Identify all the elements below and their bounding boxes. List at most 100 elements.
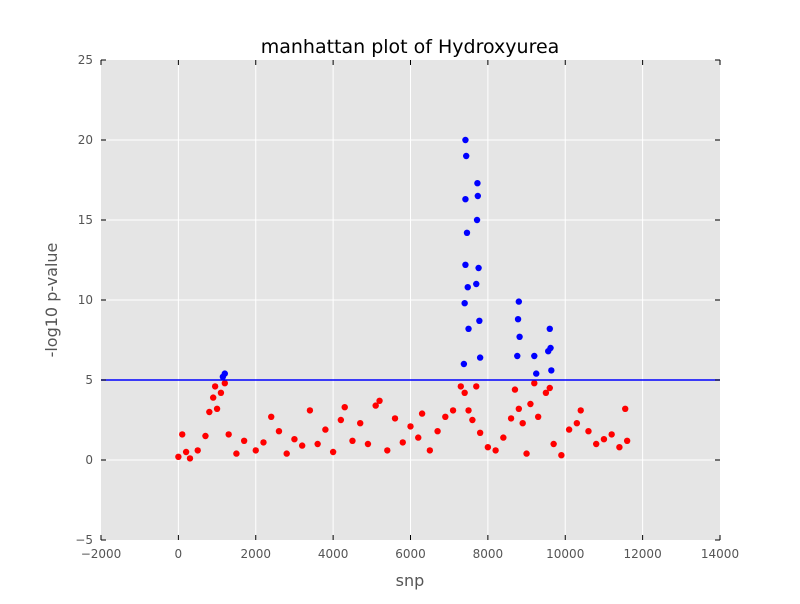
- data-point-below: [179, 431, 186, 438]
- data-point-below: [376, 397, 383, 404]
- x-tick-label: 8000: [473, 547, 504, 561]
- data-point-below: [357, 420, 364, 427]
- y-tick-label: 15: [78, 213, 93, 227]
- data-point-below: [225, 431, 232, 438]
- data-point-above: [463, 152, 470, 160]
- data-point-above: [546, 325, 553, 332]
- data-point-below: [527, 400, 534, 408]
- data-point-below: [329, 448, 337, 456]
- data-point-below: [515, 405, 523, 412]
- data-point-below: [349, 437, 356, 444]
- data-point-below: [175, 453, 182, 460]
- data-point-above: [460, 360, 468, 368]
- data-point-below: [507, 415, 515, 422]
- data-point-below: [573, 420, 581, 427]
- data-point-above: [473, 280, 480, 288]
- data-point-below: [426, 447, 434, 454]
- data-point-below: [364, 440, 372, 448]
- data-point-below: [283, 450, 290, 457]
- data-point-below: [500, 434, 507, 441]
- data-point-below: [550, 440, 557, 448]
- data-point-below: [577, 407, 584, 414]
- data-point-below: [558, 452, 565, 459]
- x-tick-label: 2000: [240, 547, 271, 561]
- data-point-below: [469, 416, 476, 424]
- y-axis-label: -log10 p-value: [42, 243, 61, 358]
- y-tick-label: −5: [75, 533, 93, 547]
- y-tick-label: 10: [78, 293, 93, 307]
- data-point-above: [533, 370, 540, 377]
- data-point-below: [511, 386, 519, 393]
- data-point-below: [593, 440, 600, 448]
- x-tick-label: 6000: [395, 547, 426, 561]
- data-point-below: [268, 413, 275, 420]
- data-point-below: [341, 404, 348, 411]
- data-point-above: [221, 370, 228, 377]
- data-point-below: [306, 407, 314, 414]
- data-point-above: [474, 180, 481, 187]
- data-point-below: [461, 389, 468, 396]
- data-point-below: [211, 383, 219, 390]
- x-tick-label: 0: [175, 547, 183, 561]
- data-point-below: [206, 408, 213, 416]
- data-point-above: [461, 300, 468, 307]
- data-point-above: [531, 352, 538, 360]
- data-point-below: [260, 439, 267, 446]
- data-point-below: [291, 436, 298, 443]
- data-point-below: [275, 428, 283, 435]
- data-point-above: [476, 354, 484, 361]
- data-point-below: [407, 423, 414, 430]
- data-point-below: [616, 444, 623, 451]
- y-tick-label: 20: [78, 133, 93, 147]
- x-axis-label: snp: [396, 571, 425, 590]
- data-point-below: [534, 413, 542, 420]
- data-point-below: [418, 410, 426, 417]
- data-point-above: [516, 333, 523, 340]
- data-point-below: [384, 447, 391, 454]
- data-point-below: [465, 407, 472, 414]
- data-point-below: [600, 436, 608, 443]
- data-point-above: [474, 192, 482, 200]
- data-point-below: [298, 442, 306, 449]
- data-point-below: [484, 444, 492, 451]
- y-tick-label: 25: [78, 53, 93, 67]
- data-point-below: [415, 434, 422, 441]
- y-axis-ticks: −5 0 5 10 15 20 25: [75, 53, 720, 547]
- data-point-below: [233, 450, 240, 457]
- data-point-below: [442, 413, 449, 420]
- data-point-below: [542, 389, 550, 396]
- data-point-above: [476, 317, 483, 324]
- data-point-below: [194, 447, 201, 454]
- x-tick-label: 4000: [318, 547, 349, 561]
- x-tick-label: 10000: [546, 547, 584, 561]
- data-point-above: [473, 216, 481, 224]
- data-point-below: [399, 439, 406, 446]
- data-point-below: [519, 420, 526, 427]
- chart-title: manhattan plot of Hydroxyurea: [261, 36, 560, 58]
- data-point-above: [514, 316, 522, 323]
- x-axis-ticks: −2000 0 2000 4000 6000 8000 10000 12000 14000: [81, 60, 739, 561]
- data-point-below: [372, 402, 379, 409]
- data-point-above: [462, 261, 469, 268]
- data-point-below: [476, 429, 484, 436]
- data-points: [175, 136, 631, 462]
- data-point-below: [217, 389, 225, 396]
- data-point-below: [182, 448, 190, 456]
- data-point-above: [463, 229, 471, 236]
- data-point-below: [213, 405, 221, 412]
- data-point-below: [623, 437, 631, 444]
- data-point-below: [202, 432, 209, 440]
- data-point-below: [391, 415, 399, 422]
- data-point-below: [186, 455, 194, 462]
- data-point-above: [515, 298, 523, 305]
- x-tick-label: −2000: [81, 547, 122, 561]
- data-point-below: [546, 384, 553, 392]
- data-point-below: [252, 447, 259, 454]
- data-point-below: [314, 440, 321, 448]
- data-point-below: [608, 431, 615, 438]
- data-point-above: [514, 352, 521, 360]
- data-point-below: [565, 426, 573, 433]
- data-point-above: [547, 344, 554, 352]
